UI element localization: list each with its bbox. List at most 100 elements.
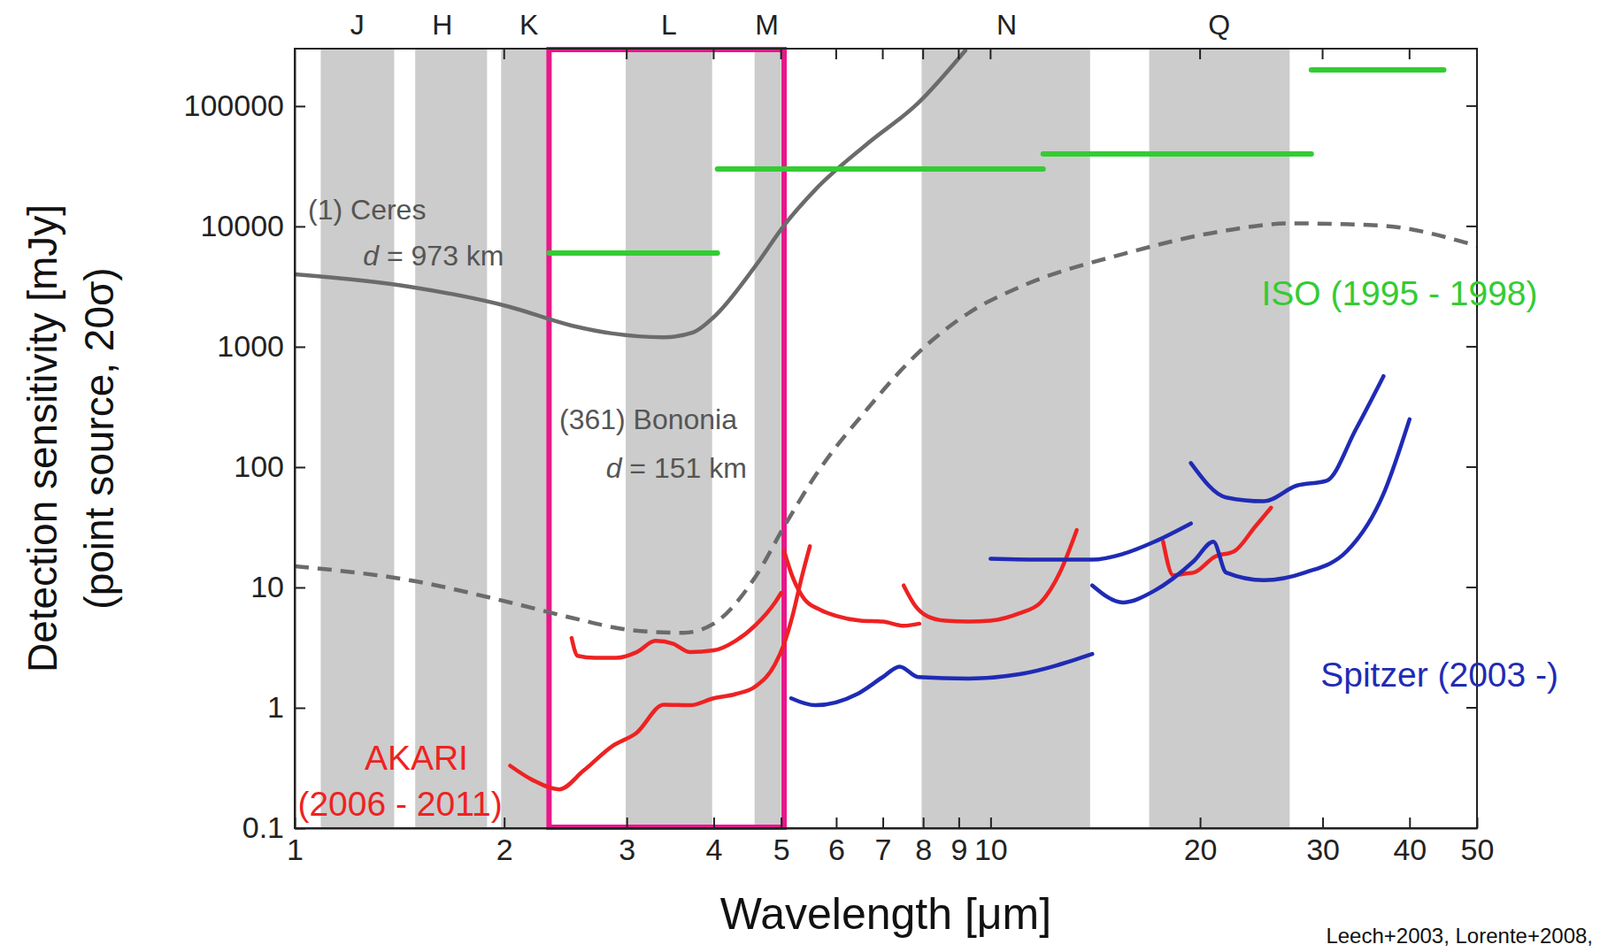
band-label: H bbox=[431, 8, 453, 41]
x-tick-mark-top bbox=[835, 48, 838, 60]
series-line bbox=[791, 653, 1093, 706]
y-tick-label: 1 bbox=[267, 690, 285, 724]
y-tick-mark-right bbox=[1466, 346, 1477, 348]
y-tick: 10 bbox=[250, 569, 306, 604]
band-label: M bbox=[754, 8, 779, 41]
mirror-ticks bbox=[294, 48, 1477, 829]
series-line bbox=[903, 530, 1077, 623]
x-tick-mark bbox=[990, 817, 993, 829]
x-tick-label: 20 bbox=[1184, 832, 1218, 867]
x-tick: 7 bbox=[875, 817, 893, 867]
y-tick: 100 bbox=[233, 449, 306, 484]
source: Leech+2003, Lorente+2008, bbox=[1325, 923, 1593, 948]
y-axis-title: Detection sensitivity [mJy] bbox=[19, 204, 66, 673]
x-axis-title: Wavelength [μm] bbox=[720, 889, 1052, 939]
annotation: d = 973 km bbox=[362, 239, 504, 272]
bands bbox=[320, 48, 1290, 829]
x-tick-mark bbox=[626, 817, 629, 829]
y-tick-label: 1000 bbox=[216, 329, 285, 363]
x-tick-label: 50 bbox=[1461, 832, 1495, 867]
chart: JHKLMNQ12345678910203040500.111010010001… bbox=[0, 0, 1600, 952]
x-tick-label: 5 bbox=[773, 832, 791, 867]
band bbox=[415, 48, 487, 829]
series-line bbox=[1311, 67, 1445, 73]
y-tick-label: 10 bbox=[250, 569, 285, 604]
annotation: (361) Bononia bbox=[559, 403, 738, 436]
x-tick-mark-top bbox=[712, 48, 715, 60]
annotation: AKARI bbox=[364, 738, 469, 777]
x-tick-mark bbox=[1322, 817, 1324, 829]
y-tick-mark-right bbox=[1466, 586, 1477, 589]
x-tick: 50 bbox=[1461, 817, 1495, 867]
y-tick: 100000 bbox=[184, 88, 306, 123]
x-tick-mark bbox=[1408, 817, 1411, 829]
series-line bbox=[990, 523, 1191, 561]
x-tick: 9 bbox=[950, 817, 968, 867]
x-tick: 2 bbox=[496, 817, 514, 867]
x-axis-line bbox=[295, 828, 1478, 831]
x-tick-mark-top bbox=[1476, 48, 1478, 60]
x-tick-mark-top bbox=[922, 48, 924, 60]
x-tick-mark-top bbox=[780, 48, 783, 60]
x-tick-mark bbox=[780, 817, 783, 829]
series-line bbox=[717, 166, 1044, 172]
x-tick-mark bbox=[1476, 817, 1479, 829]
x-tick-label: 9 bbox=[950, 832, 968, 867]
annotation: ISO (1995 - 1998) bbox=[1261, 274, 1538, 313]
band-label: N bbox=[996, 8, 1017, 41]
y-tick-mark bbox=[294, 828, 306, 831]
x-tick-label: 2 bbox=[496, 832, 514, 867]
annotation: (2006 - 2011) bbox=[297, 784, 502, 824]
y-tick-mark bbox=[294, 346, 306, 348]
series-line bbox=[548, 250, 717, 256]
y-axis: 0.1 1 10 100 1000 10000 100000 bbox=[184, 49, 306, 846]
x-tick-label: 6 bbox=[828, 832, 846, 867]
x-tick-label: 40 bbox=[1392, 832, 1427, 867]
x-tick: 6 bbox=[828, 817, 846, 867]
series-line bbox=[571, 592, 782, 658]
x-tick-mark-top bbox=[989, 48, 992, 60]
x-tick-label: 4 bbox=[705, 832, 723, 867]
x-tick: 3 bbox=[618, 817, 636, 867]
y-tick-label: 10000 bbox=[200, 208, 285, 243]
y-tick-label: 0.1 bbox=[242, 810, 285, 845]
x-tick-label: 30 bbox=[1306, 832, 1340, 867]
y-axis-title: (point source, 20σ) bbox=[76, 267, 123, 609]
x-tick: 5 bbox=[773, 817, 791, 867]
x-tick: 4 bbox=[705, 817, 723, 867]
y-tick-mark bbox=[294, 105, 306, 108]
y-tick-label: 100000 bbox=[184, 88, 285, 123]
band-label: J bbox=[350, 8, 365, 41]
y-tick-mark bbox=[294, 466, 306, 469]
y-tick-mark-right bbox=[1466, 105, 1477, 108]
x-tick: 40 bbox=[1392, 817, 1427, 867]
annotation: Spitzer (2003 -) bbox=[1320, 655, 1559, 694]
y-tick: 1000 bbox=[216, 329, 306, 363]
x-tick-mark-top bbox=[1322, 48, 1324, 60]
annotation: (1) Ceres bbox=[307, 193, 426, 226]
x-tick-mark bbox=[713, 817, 716, 829]
x-tick-label: 7 bbox=[875, 832, 893, 867]
x-tick-label: 1 bbox=[286, 832, 304, 867]
x-axis: 1234567891020304050 bbox=[286, 817, 1494, 867]
x-tick-mark-top bbox=[1199, 48, 1201, 60]
series-line bbox=[1191, 376, 1385, 501]
highlight-box bbox=[548, 49, 785, 828]
x-tick: 10 bbox=[974, 817, 1008, 867]
x-tick-label: 3 bbox=[618, 832, 636, 867]
band bbox=[921, 48, 1090, 829]
x-tick-mark bbox=[1200, 817, 1202, 829]
series-line bbox=[1092, 419, 1410, 603]
x-tick-mark bbox=[882, 817, 885, 829]
x-tick-mark-top bbox=[503, 48, 506, 60]
y-tick-mark bbox=[294, 586, 306, 589]
x-tick-mark bbox=[835, 817, 838, 829]
x-tick-mark bbox=[958, 817, 961, 829]
band-labels: JHKLMNQ bbox=[350, 8, 1231, 41]
series bbox=[294, 50, 1477, 790]
band bbox=[1149, 48, 1291, 829]
y-tick: 0.1 bbox=[242, 810, 306, 845]
x-tick-mark-top bbox=[882, 48, 885, 60]
y-tick-label: 100 bbox=[233, 449, 285, 484]
x-tick: 20 bbox=[1184, 817, 1218, 867]
